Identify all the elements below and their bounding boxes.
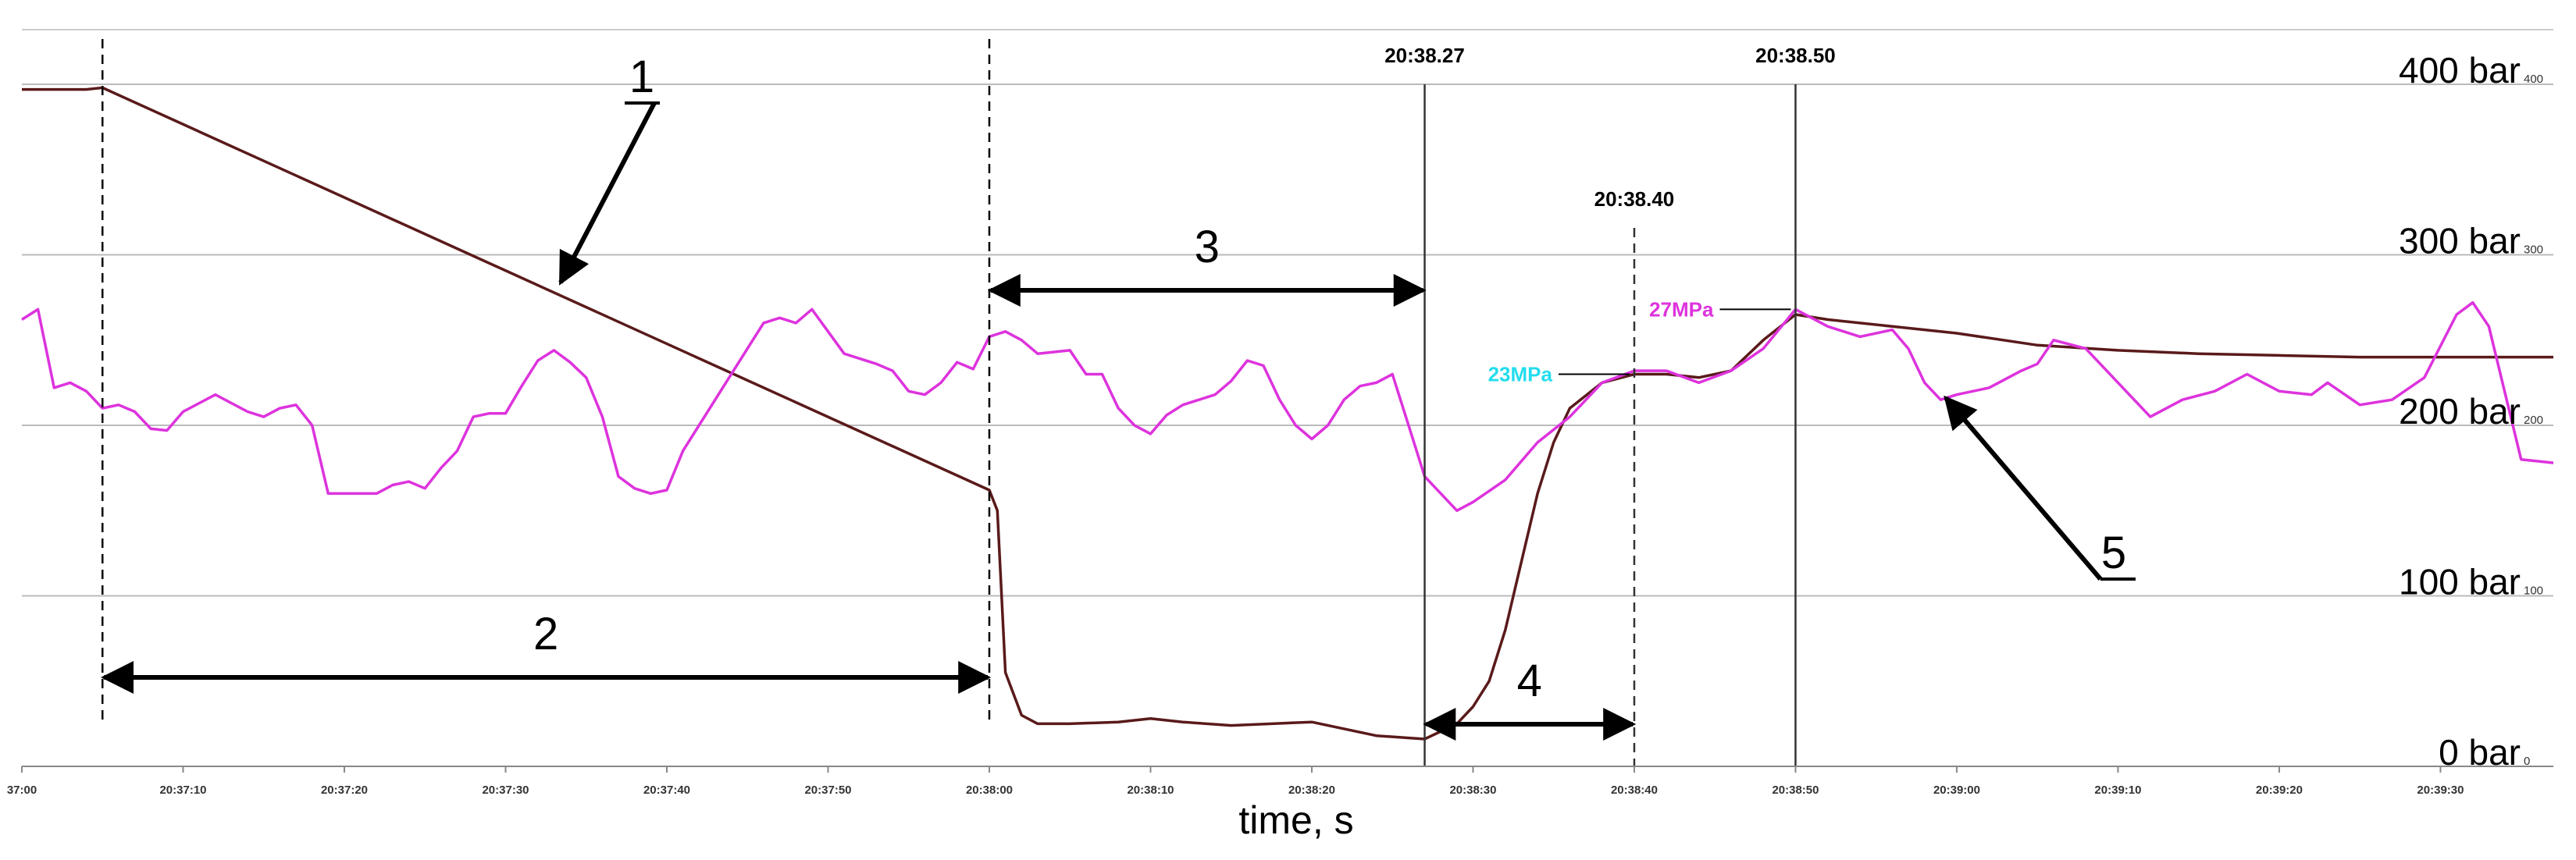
interval-label-3: 3 — [1195, 222, 1220, 272]
y-tick-small: 100 — [2524, 585, 2543, 598]
y-tick-small: 200 — [2524, 414, 2543, 427]
x-tick-label: 20:39:20 — [2256, 784, 2303, 797]
y-tick-label: 400 bar — [2399, 50, 2521, 91]
y-tick-label: 300 bar — [2399, 221, 2521, 261]
timestamp-marker-label: 20:38.27 — [1384, 44, 1465, 67]
leader-arrow-5 — [1944, 395, 2103, 581]
x-tick-label: 20:38:00 — [966, 784, 1013, 797]
x-tick-label: 20:37:20 — [321, 784, 368, 797]
grid — [22, 29, 2553, 767]
x-tick-label: 20:38:20 — [1288, 784, 1335, 797]
leader-arrow-1 — [558, 101, 657, 286]
interval-label-2: 2 — [533, 609, 558, 659]
series-line-2 — [21, 300, 2554, 513]
x-tick-label: 20:37:50 — [804, 784, 851, 797]
x-tick-label: 20:38:10 — [1127, 784, 1174, 797]
x-tick-label: 20:37:10 — [159, 784, 206, 797]
x-tick-label: 37:00 — [7, 784, 37, 797]
x-tick-label: 20:38:30 — [1449, 784, 1496, 797]
annotations: 23MPa 27MPa 2 3 4 1 5 — [101, 52, 2136, 741]
interval-label-4: 4 — [1517, 656, 1542, 706]
leader-label-1: 1 — [629, 52, 654, 102]
x-tick-label: 20:38:50 — [1772, 784, 1819, 797]
timestamp-marker-label: 20:38.50 — [1755, 44, 1836, 67]
x-tick-label: 20:39:30 — [2417, 784, 2464, 797]
timestamp-marker-label: 20:38.40 — [1594, 187, 1675, 211]
series-layer — [21, 86, 2554, 741]
callout-label: 23MPa — [1488, 362, 1553, 386]
y-tick-label: 200 bar — [2399, 391, 2521, 432]
vertical-markers: 20:38.27 20:38.50 20:38.40 — [101, 39, 1836, 766]
leader-label-5: 5 — [2101, 528, 2126, 578]
callout-label: 27MPa — [1649, 297, 1714, 321]
y-tick-small: 0 — [2524, 755, 2530, 768]
x-tick-label: 20:39:00 — [1933, 784, 1980, 797]
x-tick-label: 20:37:40 — [643, 784, 690, 797]
y-tick-small: 300 — [2524, 243, 2543, 257]
x-tick-label: 20:37:30 — [482, 784, 529, 797]
x-axis-title: time, s — [1238, 798, 1353, 842]
series-line-1 — [22, 86, 2553, 741]
x-tick-label: 20:38:40 — [1611, 784, 1658, 797]
x-tick-label: 20:39:10 — [2094, 784, 2141, 797]
y-tick-label: 100 bar — [2399, 562, 2521, 602]
y-tick-small: 400 — [2524, 73, 2543, 86]
